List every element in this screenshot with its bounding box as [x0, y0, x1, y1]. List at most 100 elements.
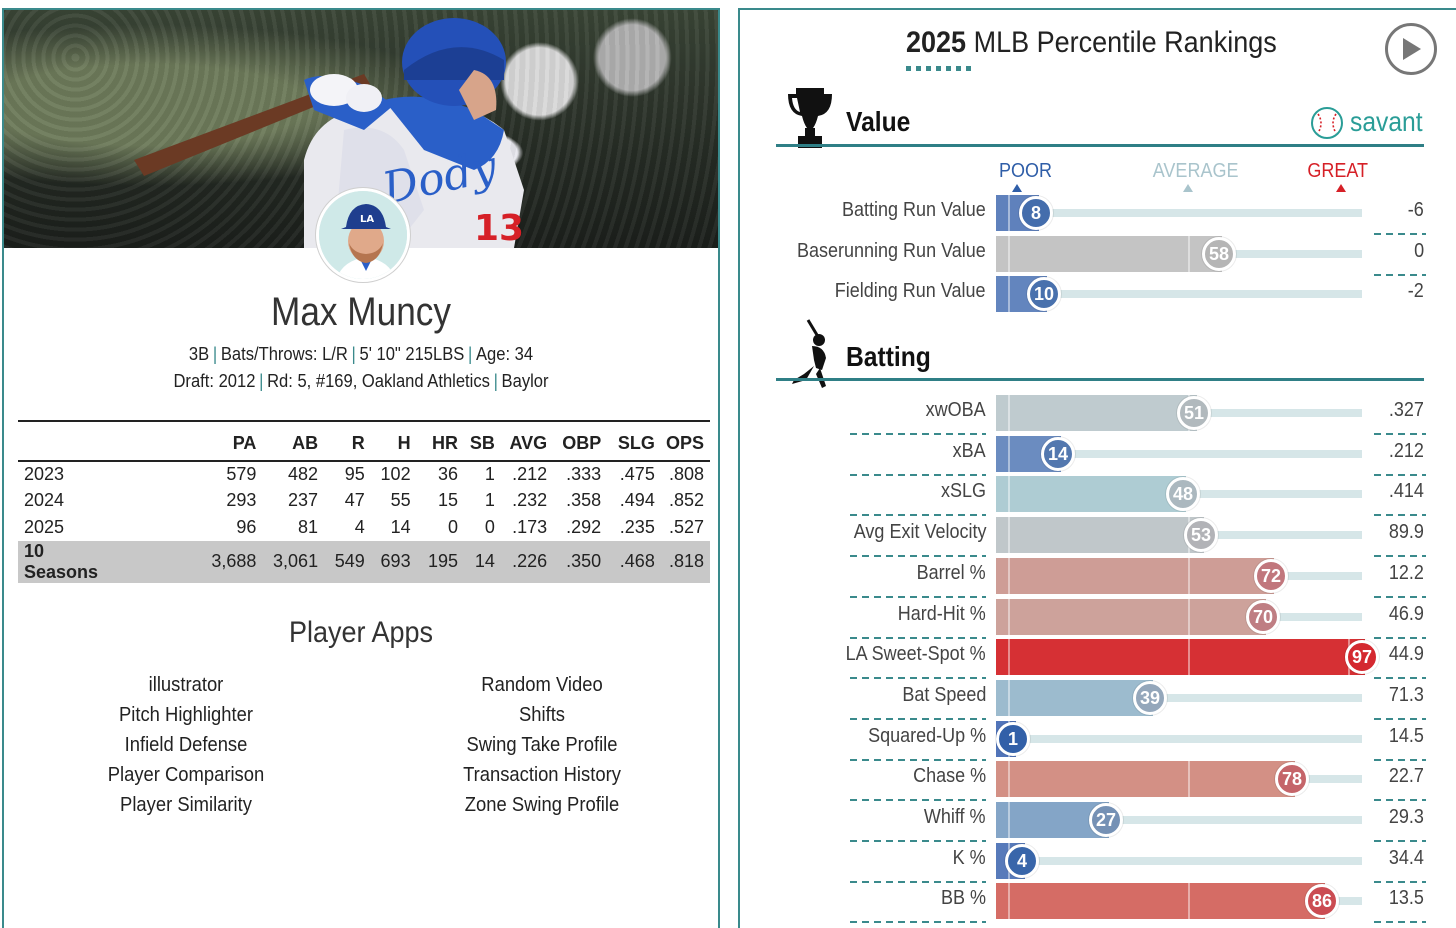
- row-divider-left: [850, 636, 986, 639]
- metric-value: 34.4: [1388, 846, 1424, 869]
- percentile-bubble[interactable]: 70: [1246, 599, 1280, 634]
- metric-row[interactable]: Avg Exit Velocity 53 89.9: [776, 515, 1436, 558]
- player-app-link[interactable]: Transaction History: [463, 764, 621, 786]
- metric-label: xBA: [952, 439, 986, 462]
- separator: |: [493, 371, 498, 391]
- col-header-sb[interactable]: SB: [458, 420, 495, 462]
- percentile-bubble[interactable]: 48: [1166, 477, 1200, 512]
- player-app-link[interactable]: Player Similarity: [120, 794, 252, 816]
- percentile-bubble[interactable]: 14: [1041, 436, 1075, 471]
- metric-row[interactable]: Chase % 78 22.7: [776, 759, 1436, 802]
- percentile-bubble[interactable]: 27: [1089, 803, 1123, 837]
- stat-cell-slg: .494: [619, 490, 655, 511]
- player-app-link[interactable]: Infield Defense: [124, 734, 248, 756]
- percentile-bubble[interactable]: 4: [1005, 843, 1039, 878]
- stat-cell-season[interactable]: 10 Seasons: [18, 540, 98, 583]
- metric-row[interactable]: LA Sweet-Spot % 97 44.9: [776, 637, 1436, 680]
- bar-gridline: [1008, 195, 1010, 231]
- stat-cell-hr: 195: [410, 540, 459, 583]
- row-divider-left: [850, 717, 986, 720]
- draft-label: Draft:: [173, 371, 214, 391]
- player-app-link[interactable]: Pitch Highlighter: [119, 704, 253, 726]
- stat-cell-h: 102: [380, 464, 411, 485]
- col-header-obp[interactable]: OBP: [547, 420, 602, 462]
- percentile-bar: [996, 679, 1153, 716]
- metric-row[interactable]: Batting Run Value 8 -6: [776, 193, 1436, 235]
- row-divider-right: [1374, 717, 1426, 720]
- percentile-bar: [996, 883, 1325, 920]
- percentile-bubble[interactable]: 1: [996, 721, 1030, 756]
- metric-value: -6: [1407, 199, 1424, 221]
- bar-gridline: [1188, 639, 1190, 676]
- percentile-bar: [996, 639, 1365, 676]
- col-header-ab[interactable]: AB: [256, 420, 319, 462]
- stat-cell-obp: .358: [566, 490, 602, 511]
- bar-gridline: [1188, 598, 1190, 635]
- col-header-hr[interactable]: HR: [410, 420, 459, 462]
- metric-label: Fielding Run Value: [835, 280, 986, 303]
- player-app-link[interactable]: Player Comparison: [107, 764, 265, 786]
- percentile-bubble[interactable]: 72: [1254, 558, 1288, 593]
- metric-value: 29.3: [1388, 806, 1424, 828]
- metric-value: -2: [1407, 280, 1424, 303]
- col-header-ops[interactable]: OPS: [654, 420, 710, 462]
- stat-cell-pa: 3,688: [98, 540, 257, 583]
- separator: |: [259, 371, 264, 391]
- row-divider-right: [1374, 677, 1426, 680]
- col-header-r[interactable]: R: [318, 420, 365, 462]
- player-avatar: LA: [316, 188, 410, 282]
- savant-brand[interactable]: savant: [1350, 106, 1423, 137]
- percentile-bubble[interactable]: 10: [1027, 277, 1061, 312]
- metric-row[interactable]: Baserunning Run Value 58 0: [776, 234, 1436, 276]
- scale-label-poor: POOR: [998, 160, 1052, 182]
- col-header-h[interactable]: H: [364, 420, 411, 462]
- stat-cell-ab: 237: [288, 490, 319, 511]
- metric-row[interactable]: Fielding Run Value 10 -2: [776, 274, 1436, 314]
- section-title-value: Value: [846, 106, 911, 137]
- player-bats-throws: Bats/Throws: L/R: [220, 344, 348, 364]
- bar-gridline: [1008, 802, 1010, 838]
- player-app-link[interactable]: Random Video: [481, 674, 603, 696]
- metric-row[interactable]: Whiff % 27 29.3: [776, 800, 1436, 842]
- svg-text:13: 13: [474, 208, 524, 248]
- stat-cell-ab: 3,061: [256, 540, 319, 583]
- metric-row[interactable]: xBA 14 .212: [776, 434, 1436, 476]
- metric-row[interactable]: xwOBA 51 .327: [776, 393, 1436, 435]
- metric-row[interactable]: BB % 86 13.5: [776, 881, 1436, 924]
- col-header-avg[interactable]: AVG: [494, 420, 548, 462]
- player-app-link[interactable]: Zone Swing Profile: [464, 794, 620, 816]
- separator: |: [351, 344, 356, 364]
- player-school: Baylor: [501, 371, 549, 391]
- col-header-pa[interactable]: PA: [98, 420, 257, 462]
- metric-row[interactable]: Squared-Up % 1 14.5: [776, 719, 1436, 761]
- percentile-bubble[interactable]: 53: [1184, 518, 1218, 553]
- metric-row[interactable]: Barrel % 72 12.2: [776, 556, 1436, 598]
- percentile-bubble[interactable]: 58: [1202, 236, 1236, 271]
- row-divider-right: [1374, 514, 1426, 517]
- stat-cell-sb: 0: [484, 516, 495, 537]
- player-apps-left-list: illustrator Pitch Highlighter Infield Defe…: [36, 670, 336, 820]
- stat-cell-season[interactable]: 2024: [24, 490, 65, 511]
- metric-row[interactable]: Hard-Hit % 70 46.9: [776, 597, 1436, 639]
- percentile-track: [996, 449, 1362, 458]
- percentile-bubble[interactable]: 51: [1177, 396, 1211, 430]
- stat-cell-hr: 15: [438, 490, 459, 511]
- percentile-bubble[interactable]: 78: [1275, 762, 1309, 797]
- metric-row[interactable]: xSLG 48 .414: [776, 474, 1436, 517]
- stat-cell-avg: .212: [512, 464, 548, 485]
- percentile-bubble[interactable]: 86: [1305, 884, 1339, 919]
- player-app-link[interactable]: illustrator: [148, 674, 224, 696]
- metric-row[interactable]: K % 4 34.4: [776, 841, 1436, 883]
- stat-cell-season[interactable]: 2025: [24, 516, 65, 537]
- player-app-link[interactable]: Swing Take Profile: [466, 734, 618, 756]
- percentile-bubble[interactable]: 39: [1133, 680, 1167, 715]
- stat-cell-slg: .468: [601, 540, 655, 583]
- player-app-link[interactable]: Shifts: [518, 704, 566, 726]
- stat-cell-season[interactable]: 2023: [24, 464, 65, 485]
- metric-row[interactable]: Bat Speed 39 71.3: [776, 678, 1436, 720]
- play-button[interactable]: [1385, 23, 1437, 75]
- draft-year[interactable]: 2012: [218, 371, 256, 391]
- col-header-slg[interactable]: SLG: [601, 420, 655, 462]
- percentile-bubble[interactable]: 97: [1345, 640, 1379, 675]
- percentile-bubble[interactable]: 8: [1019, 196, 1053, 230]
